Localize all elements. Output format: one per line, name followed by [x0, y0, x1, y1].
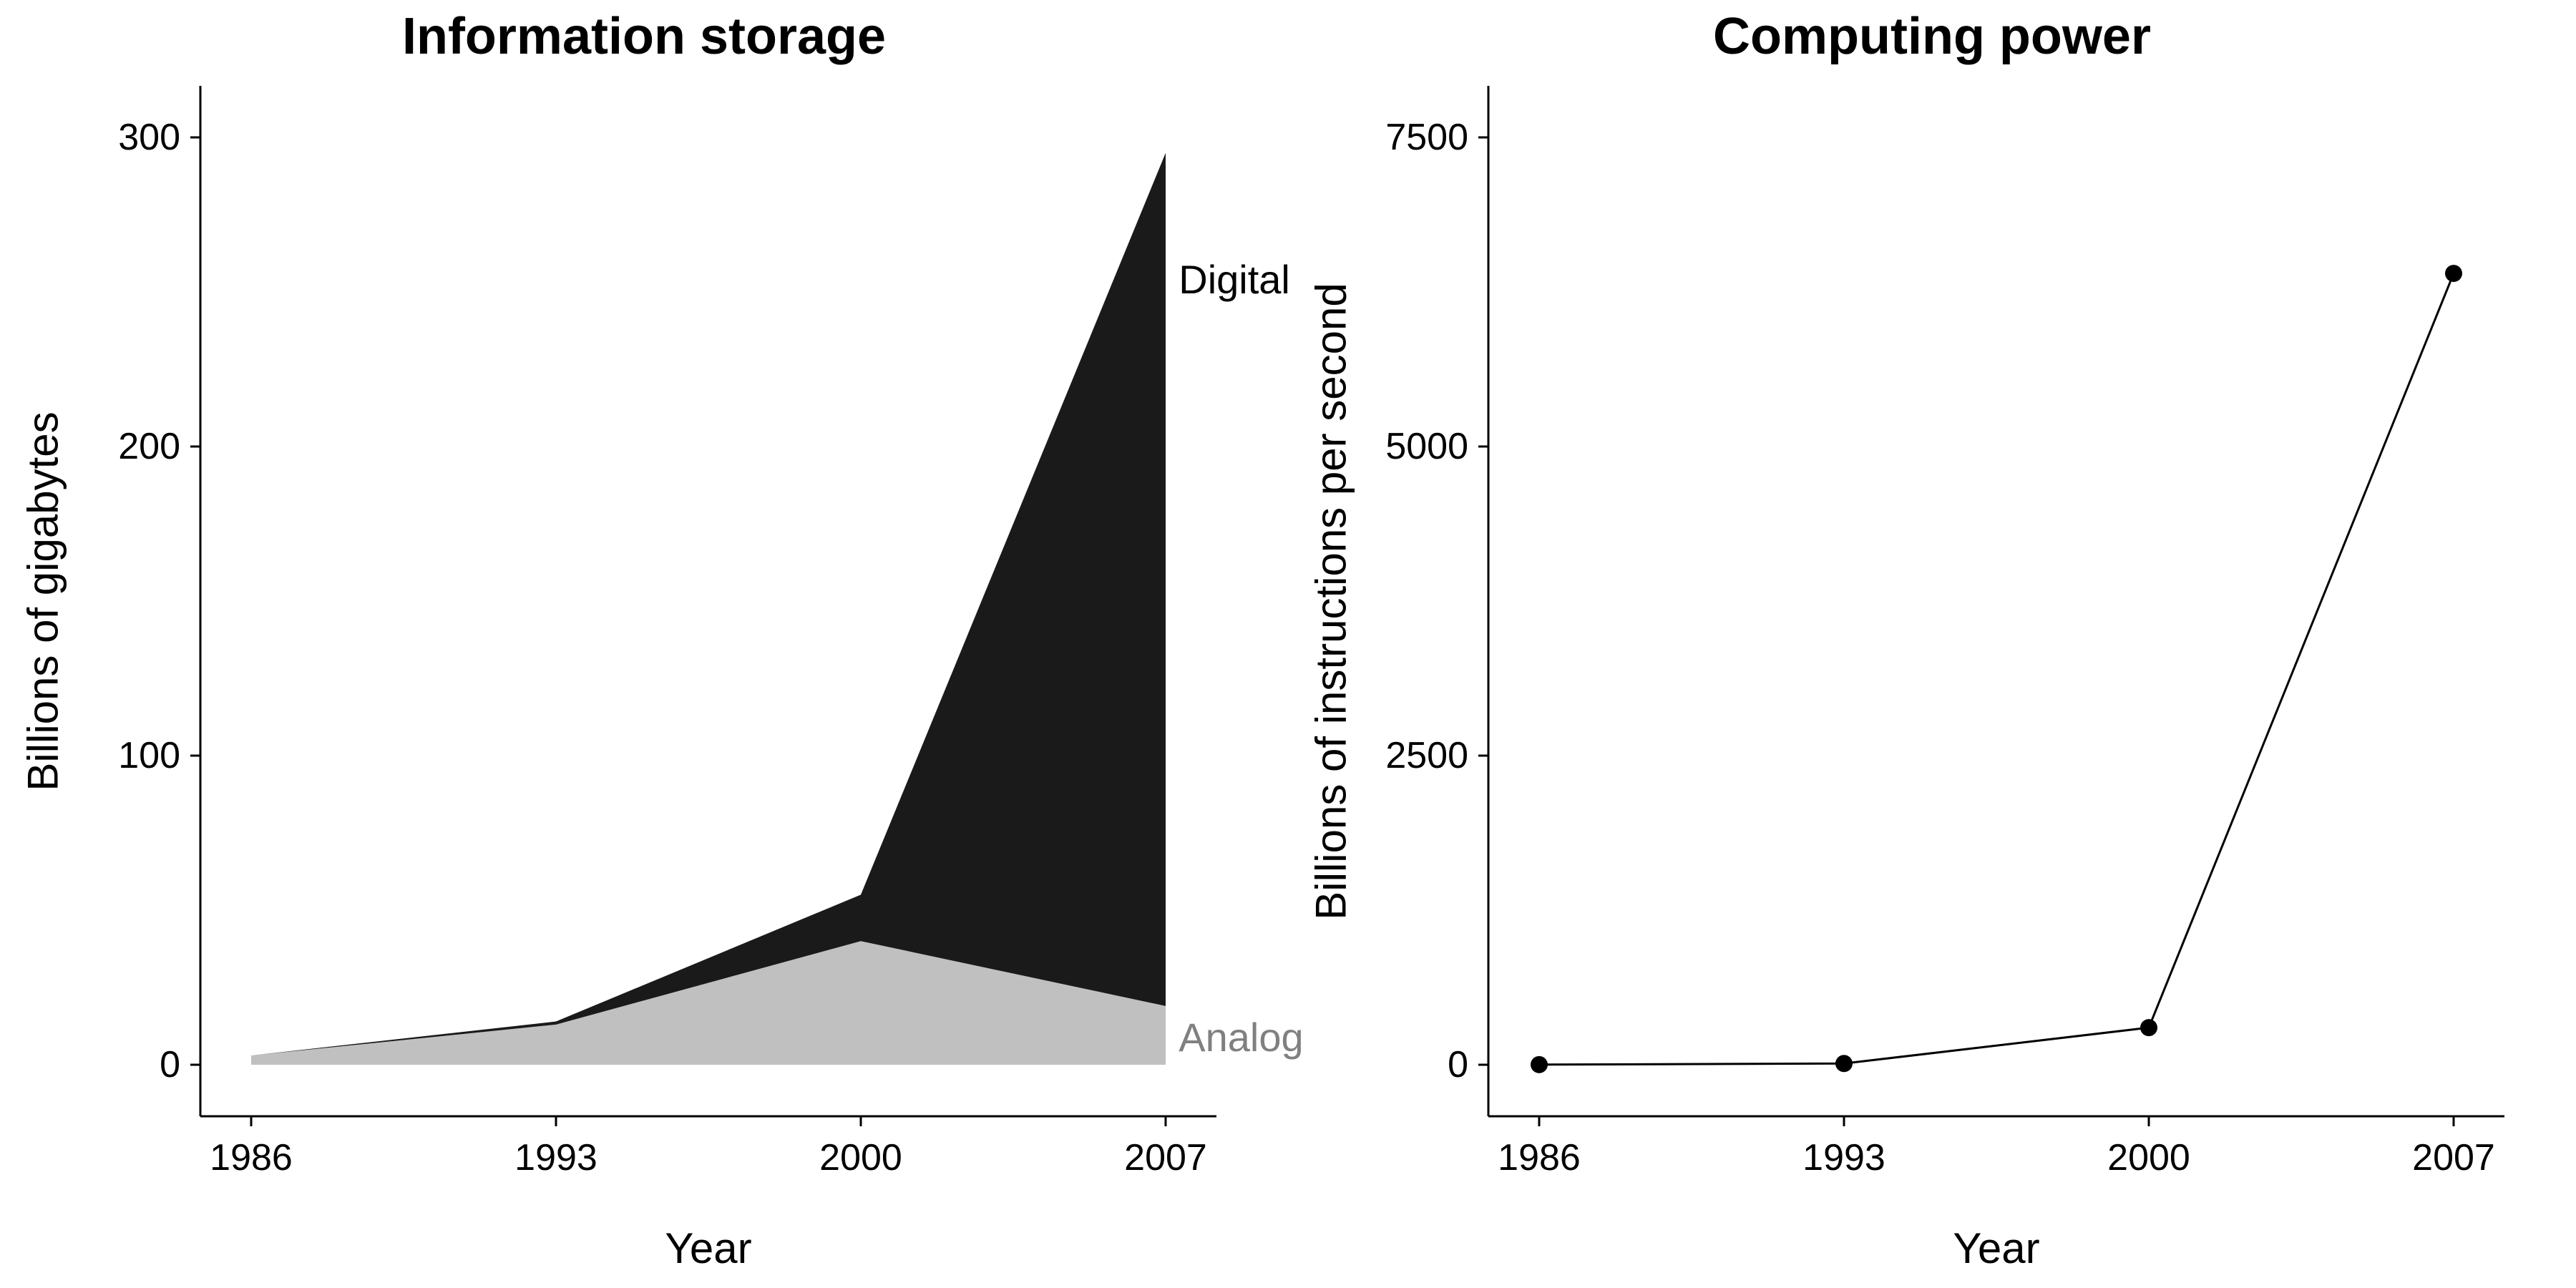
x-axis-label-left: Year — [200, 1224, 1216, 1273]
panel-computing-power: Computing power Billions of instructions… — [1288, 0, 2576, 1288]
data-point — [2445, 265, 2462, 282]
area-series-digital — [251, 153, 1166, 1055]
y-tick-label: 200 — [118, 425, 180, 468]
y-tick-label: 0 — [160, 1043, 180, 1086]
y-tick-label: 0 — [1448, 1043, 1468, 1086]
series-label-analog: Analog — [1179, 1014, 1303, 1060]
x-tick-label: 1986 — [210, 1136, 293, 1179]
y-tick-label: 5000 — [1385, 425, 1468, 468]
y-tick-label: 7500 — [1385, 116, 1468, 159]
y-tick-label: 300 — [118, 116, 180, 159]
data-point — [1835, 1055, 1853, 1072]
plot-area-right — [1488, 86, 2504, 1116]
plot-area-left — [200, 86, 1216, 1116]
x-tick-label: 1993 — [514, 1136, 597, 1179]
x-tick-label: 2007 — [1124, 1136, 1207, 1179]
area-chart-svg — [200, 86, 1216, 1116]
y-axis-label-left: Billions of gigabytes — [21, 86, 64, 1116]
x-tick-label: 1986 — [1498, 1136, 1581, 1179]
chart-title-left: Information storage — [0, 7, 1288, 66]
x-tick-label: 2007 — [2412, 1136, 2495, 1179]
x-tick-label: 1993 — [1802, 1136, 1885, 1179]
line-chart-svg — [1488, 86, 2504, 1116]
series-label-digital: Digital — [1179, 256, 1290, 303]
line-series — [1539, 273, 2454, 1065]
x-tick-label: 2000 — [2107, 1136, 2190, 1179]
data-point — [1531, 1056, 1548, 1073]
x-axis-label-right: Year — [1488, 1224, 2504, 1273]
x-tick-label: 2000 — [819, 1136, 902, 1179]
panel-information-storage: Information storage Billions of gigabyte… — [0, 0, 1288, 1288]
page: Information storage Billions of gigabyte… — [0, 0, 2576, 1288]
data-point — [2140, 1019, 2157, 1036]
y-tick-label: 100 — [118, 734, 180, 777]
y-tick-label: 2500 — [1385, 734, 1468, 777]
chart-title-right: Computing power — [1288, 7, 2576, 66]
y-axis-label-right: Billions of instructions per second — [1309, 86, 1352, 1116]
